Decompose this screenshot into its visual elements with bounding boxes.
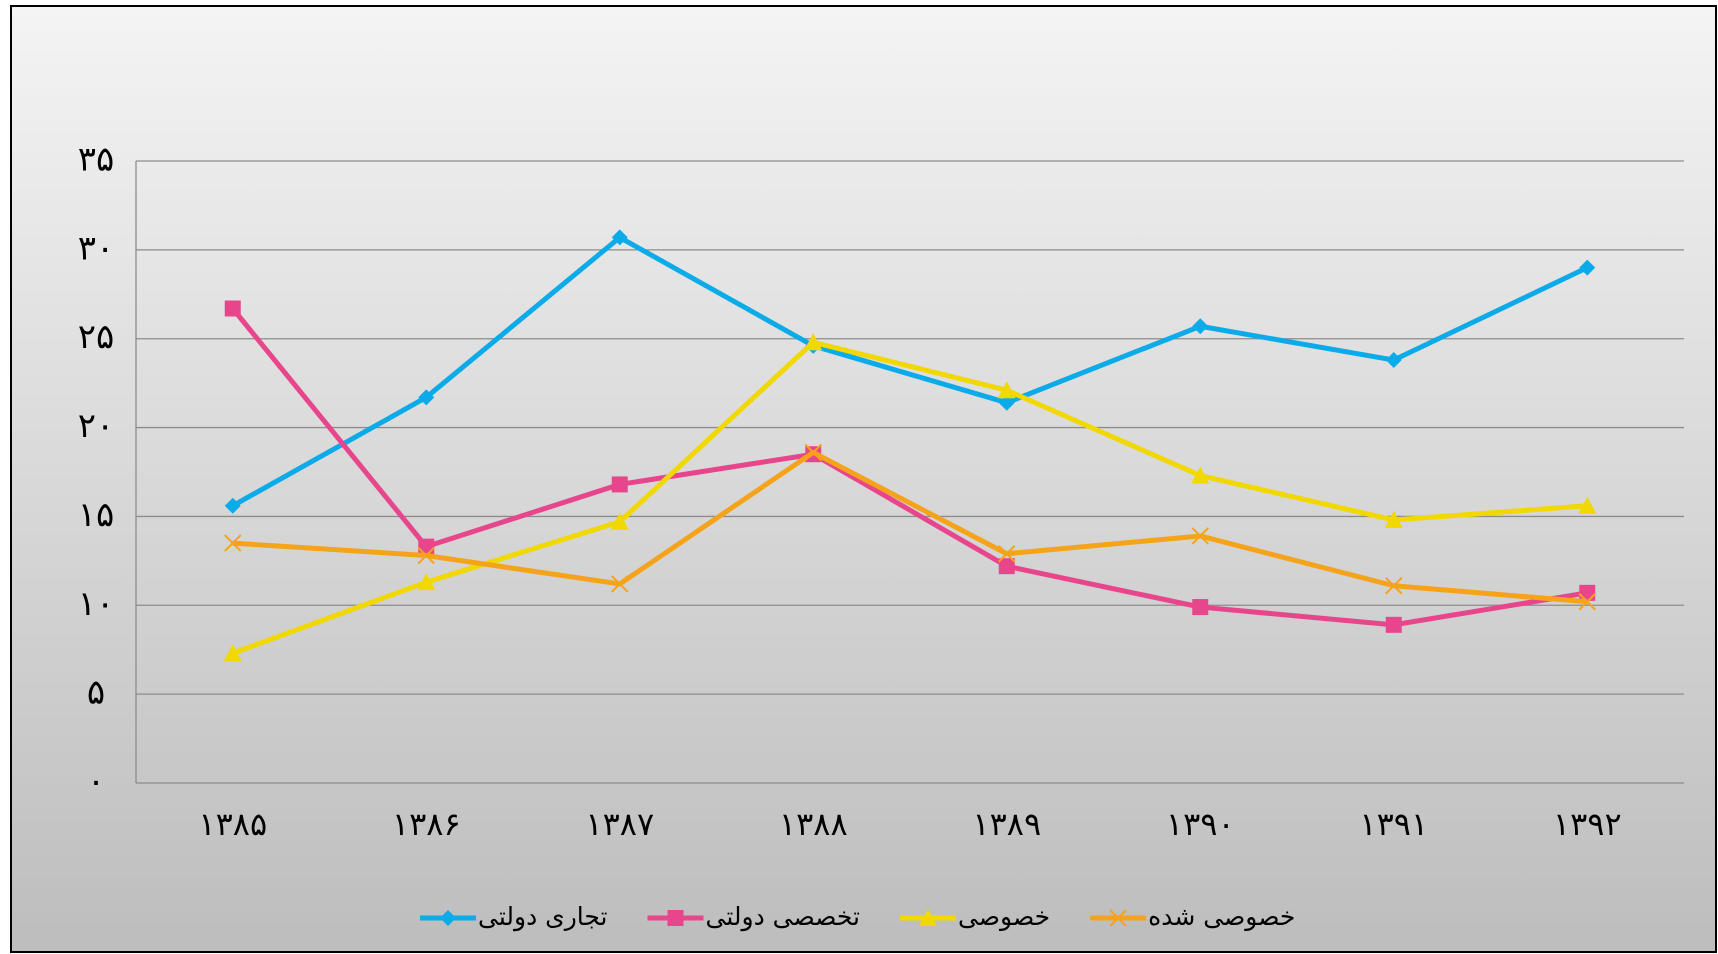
legend-item: خصوصی شده [1090,902,1295,931]
y-tick-label: ۳۵ [78,140,115,180]
series-line [231,234,1589,508]
y-tick-label: ۳۰ [78,228,115,268]
marker [1385,616,1402,633]
marker [998,545,1016,563]
marker [224,300,241,317]
marker [1192,318,1209,335]
marker [667,910,684,926]
marker [1579,584,1596,601]
x-tick-label: ۱۳۹۲ [1553,805,1622,843]
x-tick-label: ۱۳۸۸ [779,805,848,843]
marker [1385,577,1403,595]
marker [804,443,822,462]
marker [418,389,435,406]
marker [611,229,628,246]
marker [440,910,456,926]
marker [1579,259,1596,276]
marker [1578,593,1596,611]
marker [804,333,823,351]
marker [997,381,1016,399]
marker [1109,909,1127,927]
marker [223,644,242,662]
legend-label: خصوصی [958,902,1050,931]
x-tick-label: ۱۳۸۹ [972,805,1041,843]
legend-label: خصوصی شده [1148,902,1295,931]
legend-item: تخصصی دولتی [647,902,860,932]
marker [1191,466,1210,484]
marker [611,575,629,593]
legend-label: تجاری دولتی [478,902,608,932]
x-tick-label: ۱۳۹۰ [1166,805,1235,843]
marker [417,546,435,565]
legend-item: تجاری دولتی [420,902,608,932]
marker [610,512,629,530]
marker [1192,599,1209,616]
y-tick-label: ۰ [87,762,105,802]
marker [998,394,1015,411]
legend-item: خصوصی [899,902,1050,931]
series-line [230,306,1588,628]
marker [998,558,1015,575]
marker [1385,352,1402,369]
marker [417,573,436,591]
marker [918,909,937,926]
marker [224,534,242,552]
y-tick-label: ۲۵ [78,317,115,357]
marker [224,497,241,514]
y-tick-label: ۵ [87,673,105,713]
marker [1578,496,1597,514]
y-tick-label: ۲۰ [78,406,115,446]
marker [418,538,435,555]
x-tick-label: ۱۳۹۱ [1359,805,1428,843]
marker [1191,527,1209,545]
marker [611,476,628,493]
marker [1384,510,1403,528]
legend-label: تخصصی دولتی [706,902,860,932]
series-line [232,449,1588,605]
y-tick-label: ۱۵ [78,495,115,535]
series-line [231,339,1588,656]
x-tick-label: ۱۳۸۶ [392,805,461,843]
y-tick-label: ۱۰ [78,584,115,624]
x-tick-label: ۱۳۸۵ [198,805,267,843]
x-tick-label: ۱۳۸۷ [585,805,654,843]
